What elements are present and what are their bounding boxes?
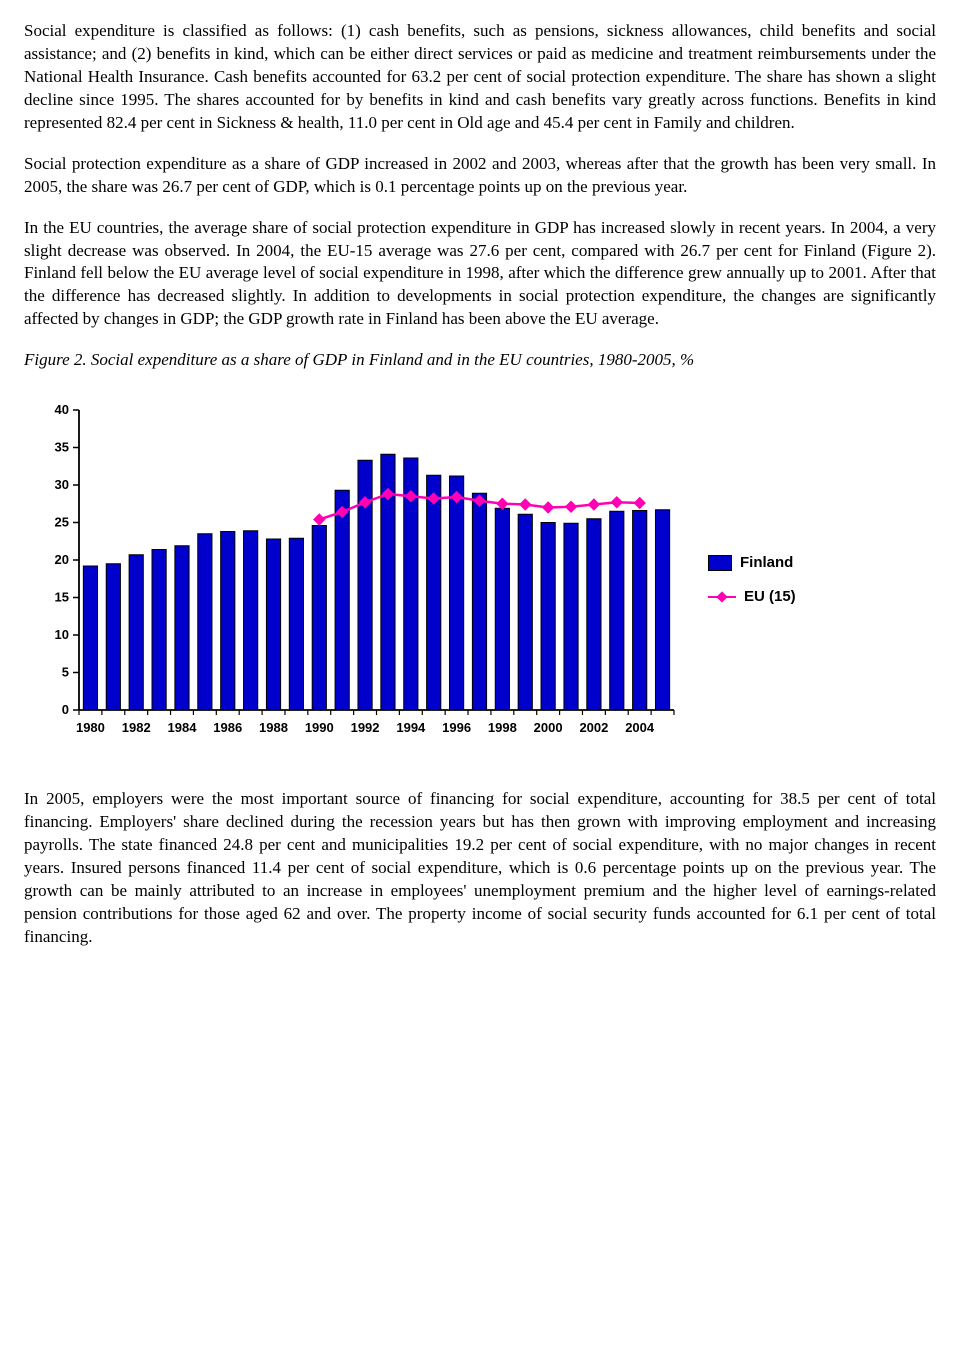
legend-item-eu15: EU (15) (708, 587, 796, 607)
figure-caption: Figure 2. Social expenditure as a share … (24, 349, 936, 372)
svg-text:1988: 1988 (259, 720, 288, 735)
svg-text:20: 20 (55, 552, 69, 567)
svg-text:10: 10 (55, 627, 69, 642)
paragraph-2: Social protection expenditure as a share… (24, 153, 936, 199)
svg-text:2002: 2002 (579, 720, 608, 735)
svg-text:1984: 1984 (168, 720, 198, 735)
svg-text:1986: 1986 (213, 720, 242, 735)
svg-text:15: 15 (55, 590, 69, 605)
svg-text:2000: 2000 (534, 720, 563, 735)
svg-text:1994: 1994 (396, 720, 426, 735)
legend-label-finland: Finland (740, 553, 793, 573)
legend-swatch-bar-icon (708, 555, 732, 571)
svg-text:0: 0 (62, 702, 69, 717)
paragraph-1: Social expenditure is classified as foll… (24, 20, 936, 135)
svg-text:1992: 1992 (351, 720, 380, 735)
svg-text:1990: 1990 (305, 720, 334, 735)
svg-text:1996: 1996 (442, 720, 471, 735)
chart-container: 0 5 10 15 20 25 30 35 40 1980 1982 1984 1986 1988 1990… (24, 400, 936, 760)
legend-label-eu15: EU (15) (744, 587, 796, 607)
legend-line-marker-icon (708, 590, 736, 604)
svg-text:25: 25 (55, 515, 69, 530)
chart-svg: 0 5 10 15 20 25 30 35 40 1980 1982 1984 1986 1988 1990… (24, 400, 684, 760)
svg-text:1980: 1980 (76, 720, 105, 735)
chart-legend: Finland EU (15) (708, 539, 796, 622)
svg-text:1982: 1982 (122, 720, 151, 735)
svg-text:5: 5 (62, 665, 69, 680)
svg-text:35: 35 (55, 440, 69, 455)
svg-text:40: 40 (55, 402, 69, 417)
legend-item-finland: Finland (708, 553, 796, 573)
svg-text:2004: 2004 (625, 720, 655, 735)
chart: 0 5 10 15 20 25 30 35 40 1980 1982 1984 1986 1988 1990… (24, 400, 684, 760)
paragraph-4: In 2005, employers were the most importa… (24, 788, 936, 949)
paragraph-3: In the EU countries, the average share o… (24, 217, 936, 332)
svg-text:30: 30 (55, 477, 69, 492)
svg-text:1998: 1998 (488, 720, 517, 735)
